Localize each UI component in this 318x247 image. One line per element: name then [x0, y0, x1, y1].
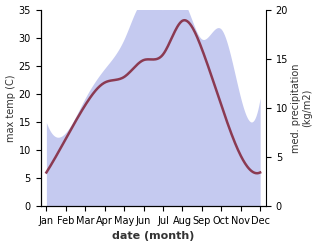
X-axis label: date (month): date (month)	[112, 231, 194, 242]
Y-axis label: max temp (C): max temp (C)	[5, 74, 16, 142]
Y-axis label: med. precipitation
(kg/m2): med. precipitation (kg/m2)	[291, 63, 313, 153]
